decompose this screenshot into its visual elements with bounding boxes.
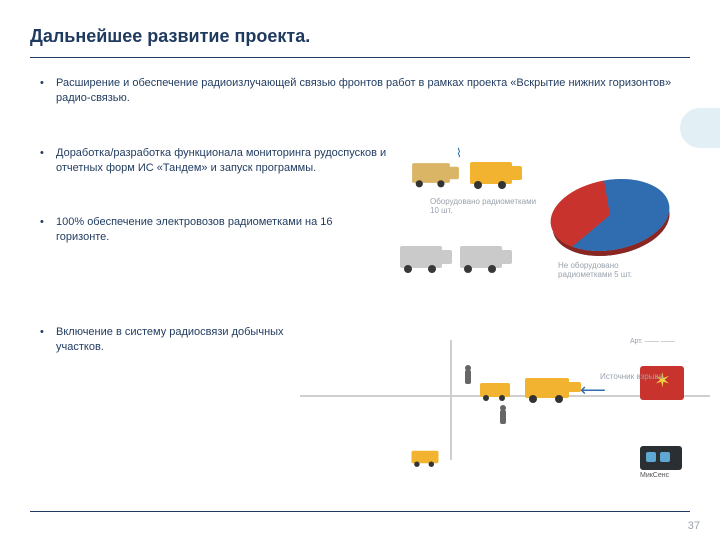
mini-legend: Арт. —— —— <box>630 338 675 346</box>
bullet-4: Включение в систему радиосвязи добычных … <box>30 325 316 355</box>
illustration-area: Оборудовано радиометками 10 шт. Не обору… <box>330 150 690 480</box>
person-icon <box>465 370 471 384</box>
pie-label-equipped: Оборудовано радиометками 10 шт. <box>430 198 540 216</box>
bullet-3: 100% обеспечение электровозов радиометка… <box>30 215 356 245</box>
pie-label-not-equipped: Не оборудовано радиометками 5 шт. <box>558 262 668 280</box>
accent-shape <box>680 108 720 148</box>
truck-icon <box>400 246 442 268</box>
road-line <box>450 340 452 460</box>
arrow-icon: ⟵ <box>580 380 606 401</box>
page-number: 37 <box>688 520 700 532</box>
truck-icon <box>460 246 502 268</box>
loader-icon <box>525 378 569 398</box>
truck-icon <box>412 163 450 183</box>
radio-device-icon <box>640 446 682 470</box>
pie-chart <box>545 170 675 260</box>
mini-truck-icon <box>412 451 439 464</box>
footer-rule <box>30 511 690 512</box>
bullet-1: Расширение и обеспечение радиоизлучающей… <box>30 76 676 106</box>
title-rule <box>30 57 690 58</box>
truck-icon <box>470 162 512 184</box>
blast-note: Источник взрыва <box>600 372 663 381</box>
page-title: Дальнейшее развитие проекта. <box>30 26 690 47</box>
radio-label: МикСенс <box>640 472 669 479</box>
mini-truck-icon <box>480 383 510 397</box>
person-icon <box>500 410 506 424</box>
wifi-icon: ⌇ <box>456 146 462 160</box>
